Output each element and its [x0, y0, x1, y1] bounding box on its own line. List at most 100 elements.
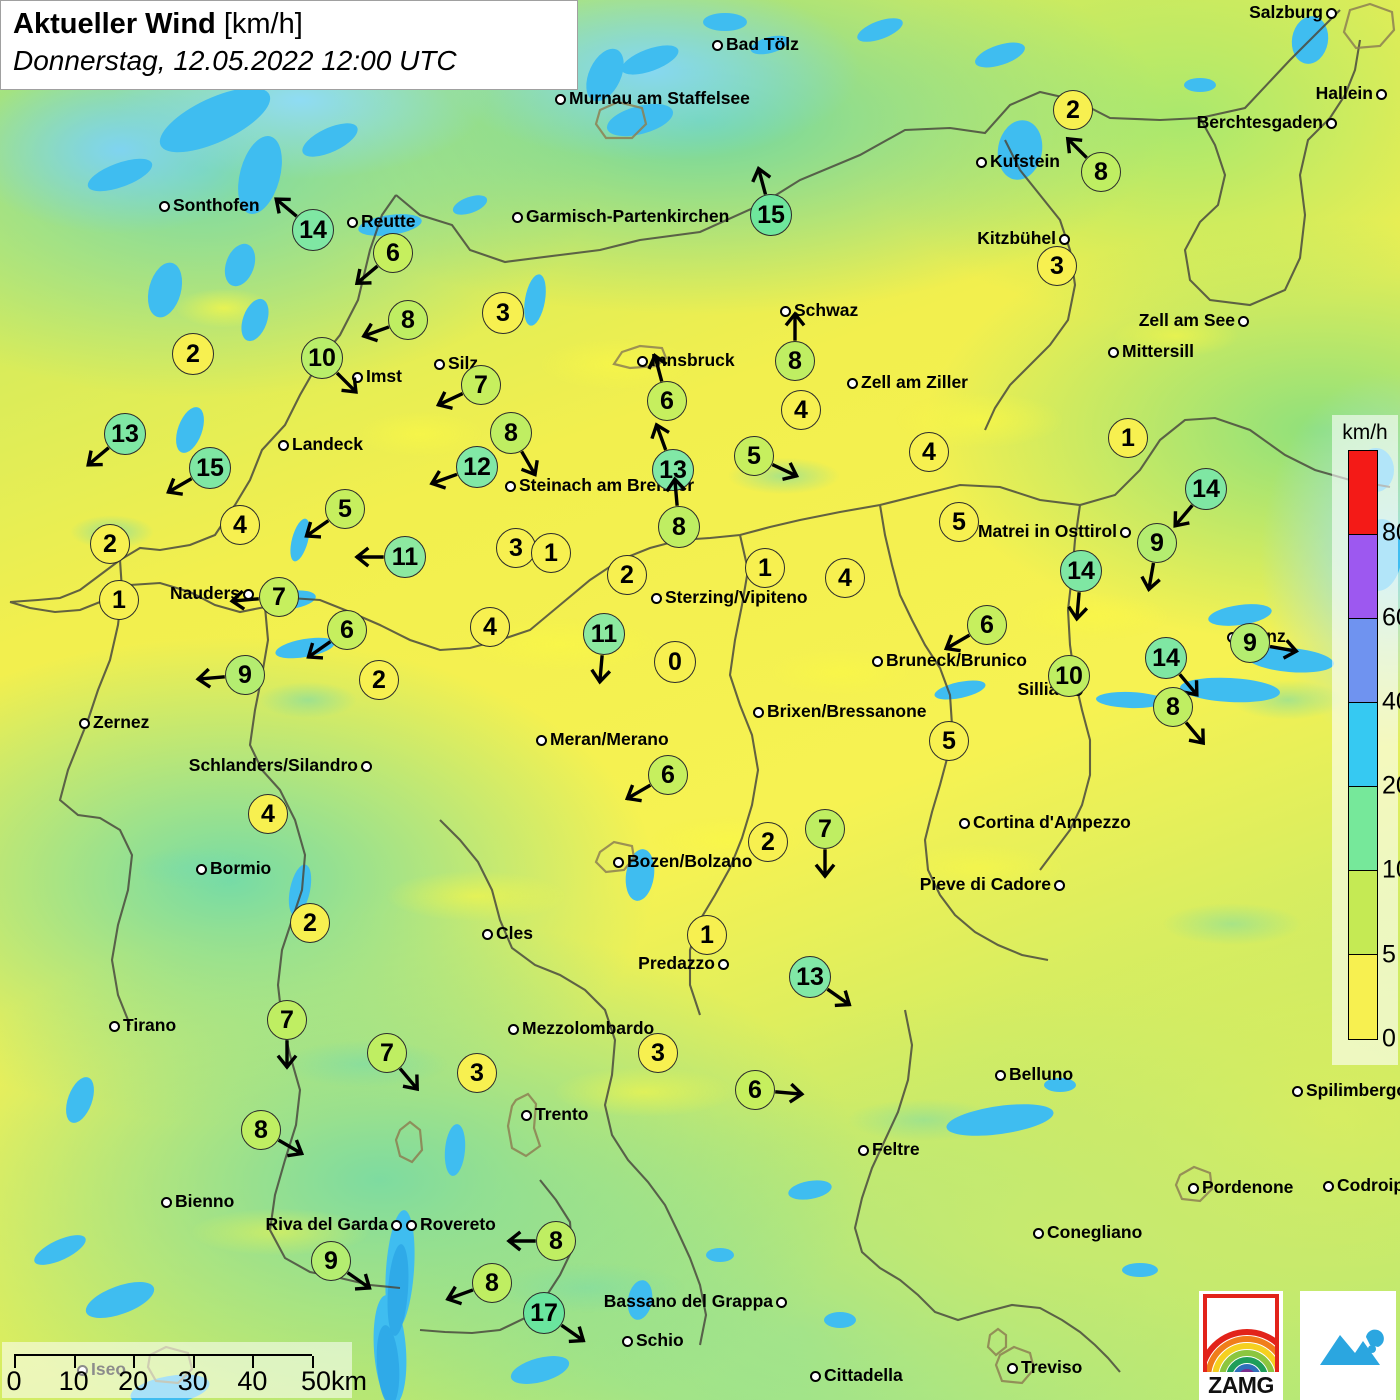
- wind-speed-badge: 15: [750, 194, 792, 236]
- wind-speed-badge: 5: [734, 436, 774, 476]
- wind-direction-arrow-icon: [60, 399, 125, 467]
- wind-speed-badge: 14: [1060, 550, 1102, 592]
- wind-speed-badge: 2: [290, 903, 330, 943]
- legend-tick-label: 20: [1382, 771, 1400, 800]
- distance-ruler: [14, 1354, 314, 1368]
- wind-direction-arrow-icon: [924, 585, 987, 653]
- legend-tick-label: 60: [1382, 602, 1400, 631]
- legend-tick-label: 10: [1382, 855, 1400, 884]
- wind-direction-arrow-icon: [1242, 639, 1299, 696]
- wind-direction-arrow-icon: [1131, 658, 1199, 723]
- legend-tick-label: 80: [1382, 518, 1400, 547]
- legend-band: [1349, 955, 1377, 1039]
- legend-band: [1349, 871, 1377, 955]
- wind-speed-badge: 13: [652, 449, 694, 491]
- wind-speed-badge: 8: [241, 1110, 281, 1150]
- geosphere-logo[interactable]: [1300, 1291, 1396, 1400]
- wind-speed-badge: 4: [248, 794, 288, 834]
- distance-tick: [133, 1356, 136, 1368]
- wind-speed-badge: 4: [909, 432, 949, 472]
- wind-direction-arrow-icon: [241, 1020, 298, 1070]
- wind-speed-badge: 6: [327, 610, 367, 650]
- wind-direction-arrow-icon: [554, 630, 612, 685]
- wind-speed-badge: 1: [99, 580, 139, 620]
- wind-speed-badge: 7: [267, 1000, 307, 1040]
- wind-direction-arrow-icon: [281, 471, 345, 539]
- wind-direction-arrow-icon: [349, 277, 408, 343]
- distance-tick-label: 40: [237, 1366, 268, 1396]
- wind-direction-arrow-icon: [1138, 707, 1205, 772]
- wind-speed-badge: 2: [1053, 90, 1093, 130]
- wind-speed-badge: 8: [658, 506, 700, 548]
- wind-speed-badge: 6: [967, 605, 1007, 645]
- wind-direction-arrow-icon: [751, 1082, 805, 1140]
- wind-speed-badge: 2: [172, 333, 214, 375]
- wind-speed-badge: 7: [367, 1033, 407, 1073]
- wind-direction-arrow-icon: [605, 735, 668, 803]
- wind-speed-badge: 2: [607, 555, 647, 595]
- wind-speed-badge: 6: [735, 1070, 775, 1110]
- title-timestamp: Donnerstag, 12.05.2022 12:00 UTC: [13, 45, 457, 76]
- legend-unit-label: km/h: [1342, 421, 1388, 444]
- wind-direction-arrow-icon: [328, 218, 393, 285]
- wind-speed-badge: 3: [457, 1053, 497, 1093]
- zamg-logo-frame: [1203, 1294, 1279, 1372]
- wind-speed-badge: 9: [1230, 623, 1270, 663]
- wind-speed-badge: 1: [531, 533, 571, 573]
- wind-speed-badge: 4: [470, 607, 510, 647]
- legend-tick-label: 40: [1382, 687, 1400, 716]
- distance-tick-label: 10: [58, 1366, 89, 1396]
- wind-speed-badge: 8: [472, 1263, 512, 1303]
- wind-speed-badge: 3: [638, 1033, 678, 1073]
- wind-speed-badge: 0: [654, 641, 696, 683]
- wind-speed-badge: 6: [647, 381, 687, 421]
- wind-direction-arrow-icon: [650, 411, 716, 470]
- wind-speed-badge: 8: [1081, 152, 1121, 192]
- distance-tick-label: 50km: [300, 1366, 368, 1396]
- wind-speed-badge: 12: [456, 446, 498, 488]
- distance-tick: [192, 1356, 195, 1368]
- wind-speed-badge: 2: [748, 822, 788, 862]
- wind-speed-badge: 9: [311, 1241, 351, 1281]
- distance-tick-label: 20: [118, 1366, 149, 1396]
- wind-direction-arrow-icon: [433, 1240, 492, 1306]
- wind-speed-badge: 1: [687, 915, 727, 955]
- wind-direction-arrow-icon: [238, 1130, 305, 1193]
- wind-direction-arrow-icon: [289, 358, 358, 423]
- wind-speed-badge: 6: [648, 755, 688, 795]
- wind-speed-badge: 4: [781, 390, 821, 430]
- wind-speed-badge: 14: [1185, 468, 1227, 510]
- rainbow-icon: [1207, 1329, 1275, 1372]
- wind-speed-badge: 17: [523, 1292, 565, 1334]
- wind-direction-arrow-icon: [352, 1053, 419, 1118]
- wind-direction-arrow-icon: [1141, 459, 1206, 528]
- title-unit: [km/h]: [223, 8, 303, 40]
- page-title: Aktueller Wind [km/h]: [13, 5, 567, 43]
- zamg-logo-text: ZAMG: [1208, 1372, 1274, 1398]
- wind-speed-badge: 7: [461, 365, 501, 405]
- map-title-box: Aktueller Wind [km/h] Donnerstag, 12.05.…: [0, 0, 578, 90]
- wind-direction-arrow-icon: [354, 511, 405, 568]
- wind-direction-arrow-icon: [418, 424, 477, 490]
- wind-speed-badge: 7: [259, 577, 299, 617]
- legend-band: [1349, 787, 1377, 871]
- distance-tick-label: 0: [6, 1366, 22, 1396]
- wind-speed-badge: 5: [929, 721, 969, 761]
- wind-direction-arrow-icon: [147, 428, 210, 496]
- wind-direction-arrow-icon: [1031, 567, 1089, 622]
- wind-direction-arrow-icon: [195, 629, 245, 689]
- distance-tick: [14, 1356, 16, 1368]
- wind-speed-badge: 13: [789, 956, 831, 998]
- wind-speed-badge: 14: [292, 209, 334, 251]
- wind-direction-arrow-icon: [305, 1261, 372, 1325]
- wind-speed-badge: 13: [104, 413, 146, 455]
- wind-direction-arrow-icon: [665, 476, 725, 527]
- zamg-logo[interactable]: ZAMG: [1199, 1291, 1283, 1400]
- distance-tick: [73, 1356, 76, 1368]
- legend-band: [1349, 619, 1377, 703]
- wind-speed-badge: 11: [384, 536, 426, 578]
- wind-speed-badge: 8: [775, 341, 815, 381]
- wind-direction-arrow-icon: [420, 343, 481, 410]
- wind-direction-arrow-icon: [506, 1195, 556, 1252]
